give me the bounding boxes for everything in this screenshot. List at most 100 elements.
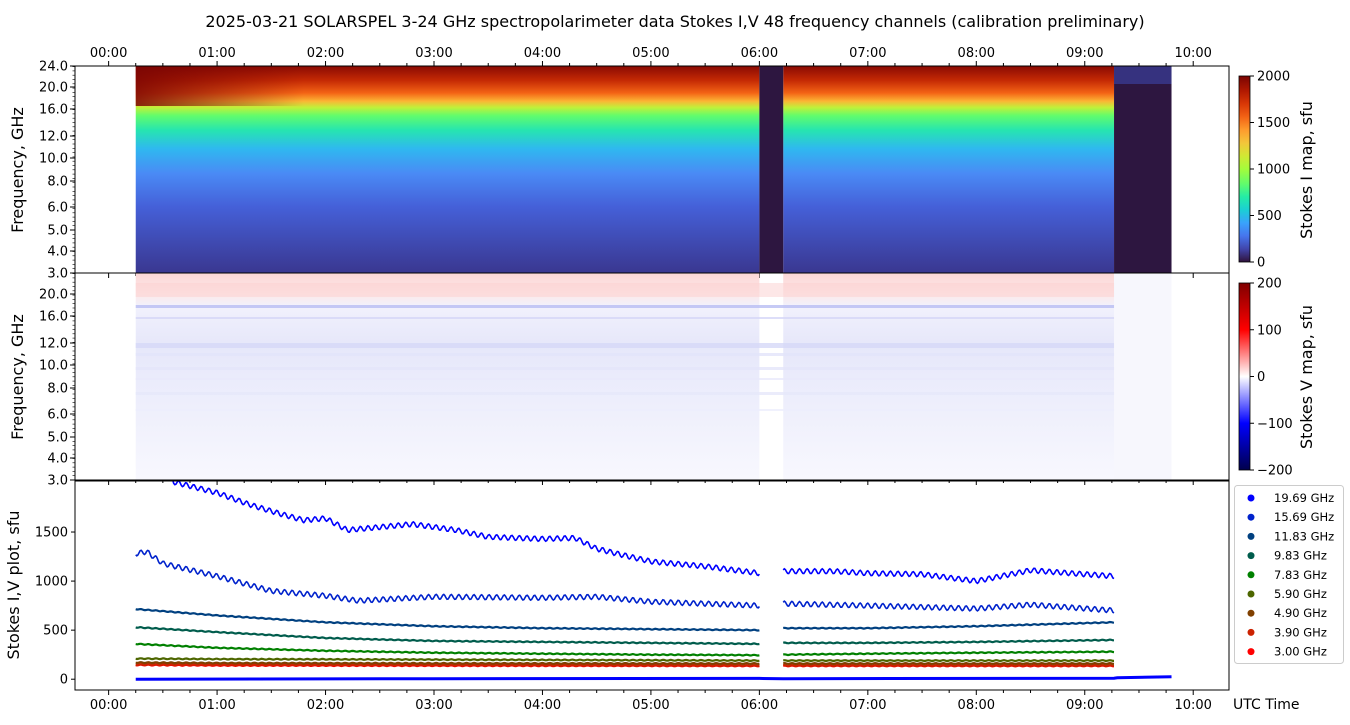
stokes-iv-plot-panel: 0 500 1000 1500 00:00 01:00 02:00 03:00 04:00 05:… <box>35 480 1230 713</box>
y-tick-label: 12.0 <box>39 130 68 145</box>
y-tick-label: 20.0 <box>39 288 68 303</box>
colorbar-tick-label: 0 <box>1257 256 1265 271</box>
ylabel-stokes-i-map: Frequency, GHz <box>8 107 27 233</box>
spectrogram-segment <box>783 66 1115 273</box>
colorbars: 0 500 1000 1500 2000 −200 −100 0 100 200 <box>1238 70 1293 479</box>
legend-marker <box>1247 532 1255 540</box>
spectral-band <box>135 409 1115 411</box>
y-tick-label: 6.0 <box>47 201 68 216</box>
stokes-v-trace <box>135 675 1172 681</box>
y-tick-label: 3.0 <box>47 474 68 489</box>
spectral-band <box>135 317 1115 319</box>
series-line-7-83-ghz <box>783 650 1115 657</box>
legend-marker <box>1247 590 1255 598</box>
spectrogram-segment <box>783 273 1115 480</box>
spectral-band <box>135 378 1115 380</box>
colorbar-tick-label: −200 <box>1257 464 1293 479</box>
legend-box <box>1234 485 1344 664</box>
colorbar-tick-label: 1000 <box>1257 163 1290 178</box>
data-gap-top <box>1114 66 1172 84</box>
series-line-4-90-ghz <box>783 661 1115 666</box>
y-tick-label: 0 <box>60 673 68 688</box>
spectrogram-segment <box>135 273 760 480</box>
positive-v-band <box>135 283 1115 297</box>
series-line-11-83-ghz <box>783 620 1115 630</box>
x-tick-label-top: 06:00 <box>741 46 778 61</box>
spectral-band <box>135 392 1115 395</box>
stokes-i-map-panel: 3.0 4.0 5.0 6.0 8.0 10.0 12.0 16.0 20.0 24.0 00:00… <box>39 46 1230 282</box>
y-tick-label: 5.0 <box>47 224 68 239</box>
legend-label: 3.00 GHz <box>1274 645 1327 659</box>
legend-label: 4.90 GHz <box>1274 606 1327 620</box>
series-line-19-69-ghz <box>172 481 761 577</box>
x-tick-label-top: 10:00 <box>1174 46 1211 61</box>
legend-label: 9.83 GHz <box>1274 549 1327 563</box>
data-gap <box>1114 273 1172 480</box>
x-tick-label: 03:00 <box>415 698 452 713</box>
series-line-5-90-ghz <box>135 657 760 663</box>
spectral-band <box>135 353 1115 356</box>
y-tick-label: 4.0 <box>47 452 68 467</box>
colorbar-tick-label: −100 <box>1257 417 1293 432</box>
colorbar-tick-label: 1500 <box>1257 116 1290 131</box>
xlabel-utc-time: UTC Time <box>1233 697 1299 713</box>
data-gap <box>1114 66 1172 273</box>
x-tick-label: 02:00 <box>307 698 344 713</box>
colorbar-tick-label: 500 <box>1257 209 1282 224</box>
spectral-band <box>135 367 1115 370</box>
x-tick-label: 05:00 <box>632 698 669 713</box>
legend-marker <box>1247 628 1255 636</box>
legend-marker <box>1247 571 1255 579</box>
x-tick-label-top: 03:00 <box>415 46 452 61</box>
colorbar-stokes-i <box>1238 75 1251 263</box>
colorbar-tick-label: 100 <box>1257 323 1282 338</box>
legend-label: 19.69 GHz <box>1274 491 1334 505</box>
chart-title: 2025-03-21 SOLARSPEL 3-24 GHz spectropol… <box>205 12 1144 31</box>
legend: 19.69 GHz 15.69 GHz 11.83 GHz 9.83 GHz 7.83 … <box>1234 485 1344 664</box>
spectral-band <box>135 343 1115 348</box>
y-tick-label: 20.0 <box>39 81 68 96</box>
legend-marker <box>1247 494 1255 502</box>
axes-frame <box>74 480 1230 691</box>
series-line-3-90-ghz <box>135 662 760 667</box>
series-line-11-83-ghz <box>135 607 760 632</box>
legend-marker <box>1247 513 1255 521</box>
x-tick-label: 07:00 <box>849 698 886 713</box>
y-tick-label: 16.0 <box>39 103 68 118</box>
y-tick-label: 4.0 <box>47 245 68 260</box>
x-tick-label: 01:00 <box>198 698 235 713</box>
x-tick-label: 06:00 <box>741 698 778 713</box>
y-tick-label: 16.0 <box>39 310 68 325</box>
y-tick-label: 8.0 <box>47 382 68 397</box>
series-line-15-69-ghz <box>782 600 1115 614</box>
x-tick-label-top: 07:00 <box>849 46 886 61</box>
y-tick-label: 6.0 <box>47 408 68 423</box>
series-line-5-90-ghz <box>783 659 1114 663</box>
x-tick-label: 08:00 <box>958 698 995 713</box>
y-tick-label: 3.0 <box>47 267 68 282</box>
x-tick-label-top: 02:00 <box>307 46 344 61</box>
y-tick-label: 1500 <box>35 526 68 541</box>
y-tick-label: 10.0 <box>39 359 68 374</box>
y-tick-label: 8.0 <box>47 175 68 190</box>
y-tick-label: 5.0 <box>47 431 68 446</box>
stokes-v-map-panel: 3.0 4.0 5.0 6.0 8.0 10.0 12.0 16.0 20.0 <box>39 272 1230 489</box>
x-tick-label: 10:00 <box>1174 698 1211 713</box>
legend-marker <box>1247 552 1255 560</box>
legend-label: 5.90 GHz <box>1274 587 1327 601</box>
y-tick-label: 24.0 <box>39 60 68 75</box>
x-tick-label: 00:00 <box>90 698 127 713</box>
colorbar-tick-label: 200 <box>1257 277 1282 292</box>
ylabel-stokes-iv-plot: Stokes I,V plot, sfu <box>4 511 23 660</box>
x-tick-label: 04:00 <box>524 698 561 713</box>
legend-marker <box>1247 609 1255 617</box>
legend-label: 7.83 GHz <box>1274 568 1327 582</box>
legend-label: 3.90 GHz <box>1274 625 1327 639</box>
x-tick-label: 09:00 <box>1066 698 1103 713</box>
y-tick-label: 500 <box>43 624 68 639</box>
series-line-15-69-ghz <box>135 549 761 609</box>
x-tick-label-top: 05:00 <box>632 46 669 61</box>
data-gap <box>759 66 784 273</box>
colorbar-label-stokes-i: Stokes I map, sfu <box>1297 101 1316 239</box>
